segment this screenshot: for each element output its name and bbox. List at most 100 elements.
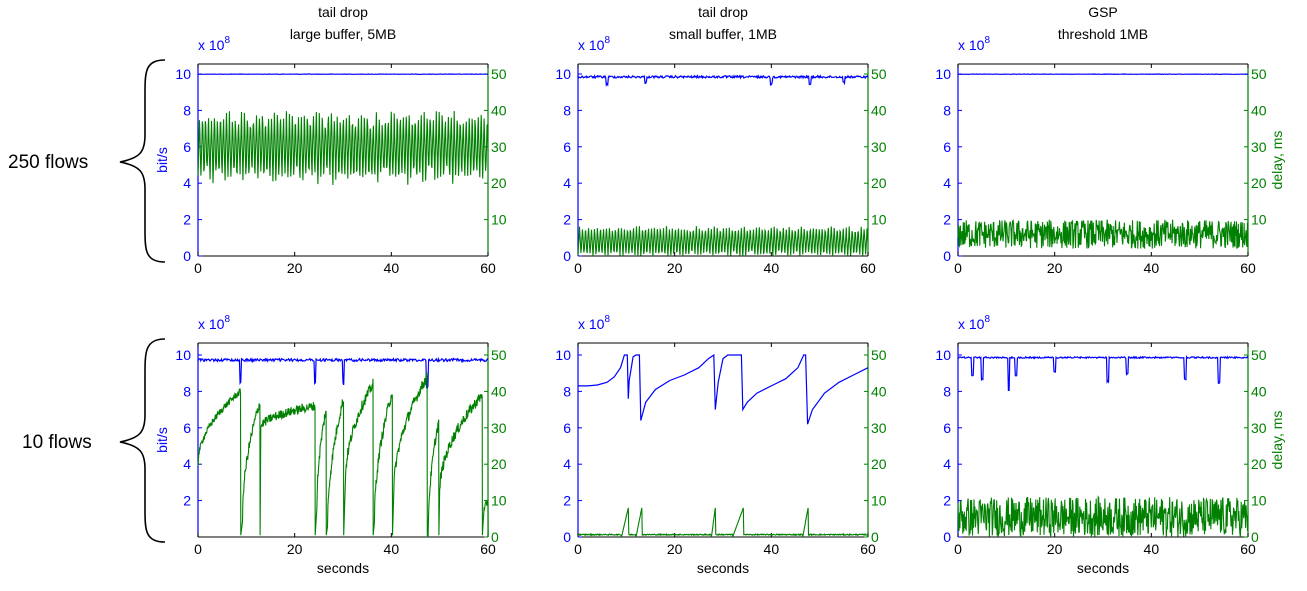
- y-tick-label-left: 4: [183, 175, 191, 191]
- y-tick-label-right: 10: [871, 212, 887, 228]
- axis-multiplier: x 108: [958, 314, 990, 332]
- y-tick-label-right: 20: [871, 175, 887, 191]
- x-tick-label: 60: [860, 541, 876, 557]
- y-tick-label-right: 50: [491, 347, 507, 363]
- y-tick-label-right: 20: [871, 456, 887, 472]
- y-tick-label-right: 0: [871, 529, 879, 545]
- x-tick-label: 60: [480, 541, 496, 557]
- y-tick-label-right: 50: [871, 66, 887, 82]
- y-tick-label-right: 0: [491, 529, 499, 545]
- y-tick-label-left: 4: [563, 456, 571, 472]
- series-delay-line: [957, 495, 1249, 538]
- y-tick-label-left: 6: [943, 420, 951, 436]
- y-tick-label-left: 8: [183, 383, 191, 399]
- x-tick-label: 20: [287, 541, 303, 557]
- y-tick-label-left: 2: [563, 212, 571, 228]
- y-tick-label-left: 4: [943, 456, 951, 472]
- y-tick-label-left: 6: [183, 420, 191, 436]
- panel-subtitle: threshold 1MB: [1058, 26, 1148, 42]
- x-tick-label: 40: [764, 260, 780, 276]
- series-throughput-line: [578, 353, 869, 425]
- y-tick-label-left: 0: [563, 529, 571, 545]
- x-tick-label: 0: [574, 541, 582, 557]
- series-delay-line: [957, 219, 1249, 249]
- panel-r0c1: 0 20 40 60 0 2 4 6 8 10 10 20 30 40 50 x 108 tail drop sm…: [555, 4, 886, 276]
- y-tick-label-left: 10: [555, 347, 571, 363]
- y-tick-label-right: 50: [871, 347, 887, 363]
- y-tick-label-right: 30: [871, 420, 887, 436]
- row-label-10-flows: 10 flows: [22, 432, 92, 453]
- y-tick-label-left: 8: [563, 102, 571, 118]
- x-tick-label: 20: [1047, 541, 1063, 557]
- panel-subtitle: large buffer, 5MB: [290, 26, 396, 42]
- y-tick-label-right: 20: [1251, 456, 1267, 472]
- y-tick-label-left: 4: [563, 175, 571, 191]
- x-tick-label: 40: [1144, 541, 1160, 557]
- x-tick-label: 40: [1144, 260, 1160, 276]
- y-tick-label-right: 20: [491, 456, 507, 472]
- y-tick-label-right: 10: [1251, 493, 1267, 509]
- row-label-group-bottom: 10 flows: [22, 338, 166, 543]
- y-tick-label-right: 30: [871, 139, 887, 155]
- y-tick-label-left: 2: [183, 493, 191, 509]
- y-tick-label-right: 30: [491, 420, 507, 436]
- x-axis-label: seconds: [317, 560, 369, 576]
- y-tick-label-left: 0: [943, 248, 951, 264]
- series-delay-line: [197, 372, 489, 538]
- y-tick-label-right: 0: [1251, 529, 1259, 545]
- y-tick-label-right: 50: [1251, 66, 1267, 82]
- y-tick-label-right: 20: [1251, 175, 1267, 191]
- axis-multiplier-exponent: 8: [604, 314, 610, 325]
- x-tick-label: 20: [287, 260, 303, 276]
- axis-multiplier: x 108: [958, 35, 990, 53]
- y-tick-label-left: 8: [943, 383, 951, 399]
- y-tick-label-right: 10: [1251, 212, 1267, 228]
- y-tick-label-left: 2: [943, 212, 951, 228]
- series-throughput-line: [577, 74, 869, 88]
- panel-title: GSP: [1088, 4, 1118, 20]
- y-tick-label-right: 30: [1251, 139, 1267, 155]
- y-tick-label-right: 30: [491, 139, 507, 155]
- x-tick-label: 60: [480, 260, 496, 276]
- y-tick-label-right: 10: [871, 493, 887, 509]
- axis-multiplier-exponent: 8: [224, 35, 230, 46]
- axis-multiplier-exponent: 8: [224, 314, 230, 325]
- x-tick-label: 0: [954, 541, 962, 557]
- y-tick-label-left: 2: [943, 493, 951, 509]
- y-tick-label-left: 6: [943, 139, 951, 155]
- y-tick-label-right: 30: [1251, 420, 1267, 436]
- row-label-group-top: 250 flows: [8, 59, 166, 263]
- y-tick-label-left: 4: [943, 175, 951, 191]
- y-tick-label-right: 10: [491, 493, 507, 509]
- series-delay-line: [577, 226, 869, 257]
- panel-r0c0: 0 20 40 60 0 2 4 6 8 10 10 20 30 40 50 x 108 tail drop la…: [154, 4, 507, 276]
- axis-multiplier-exponent: 8: [984, 314, 990, 325]
- panel-r0c2: 0 20 40 60 0 2 4 6 8 10 10 20 30 40 50 x 108 GSP threshol…: [935, 4, 1285, 276]
- panel-r1c0: 0 20 40 60 2 4 6 8 10 0 10 20 30 40 50 x 108 seconds bit/…: [154, 314, 507, 576]
- y-tick-label-left: 4: [183, 456, 191, 472]
- x-tick-label: 60: [1240, 260, 1256, 276]
- x-tick-label: 20: [667, 260, 683, 276]
- y-axis-label-left: bit/s: [154, 147, 170, 173]
- y-tick-label-left: 0: [563, 248, 571, 264]
- axis-multiplier: x 108: [198, 35, 230, 53]
- x-tick-label: 0: [954, 260, 962, 276]
- y-tick-label-left: 8: [563, 383, 571, 399]
- y-tick-label-left: 2: [183, 212, 191, 228]
- y-axis-label-left: bit/s: [154, 427, 170, 453]
- x-axis-label: seconds: [1077, 560, 1129, 576]
- series-delay-line: [197, 110, 489, 186]
- row-label-250-flows: 250 flows: [8, 152, 88, 173]
- axis-multiplier-exponent: 8: [984, 35, 990, 46]
- x-tick-label: 60: [1240, 541, 1256, 557]
- y-tick-label-right: 50: [491, 66, 507, 82]
- x-tick-label: 60: [860, 260, 876, 276]
- y-tick-label-left: 2: [563, 493, 571, 509]
- y-tick-label-left: 10: [175, 347, 191, 363]
- panel-title: tail drop: [318, 4, 368, 20]
- y-axis-label-right: delay, ms: [1269, 411, 1285, 470]
